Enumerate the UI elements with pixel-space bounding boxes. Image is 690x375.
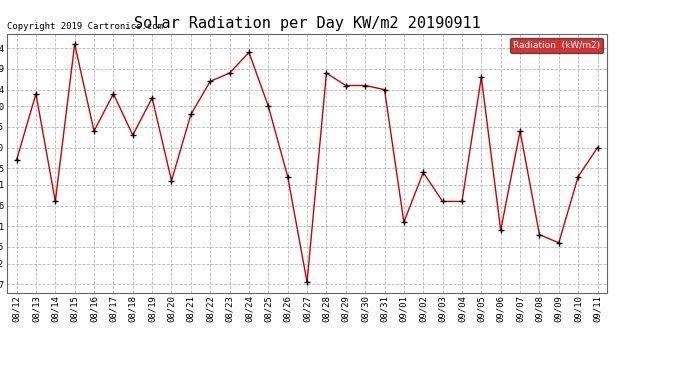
Title: Solar Radiation per Day KW/m2 20190911: Solar Radiation per Day KW/m2 20190911	[134, 16, 480, 31]
Legend: Radiation  (kW/m2): Radiation (kW/m2)	[510, 38, 602, 53]
Text: Copyright 2019 Cartronics.com: Copyright 2019 Cartronics.com	[7, 22, 163, 31]
